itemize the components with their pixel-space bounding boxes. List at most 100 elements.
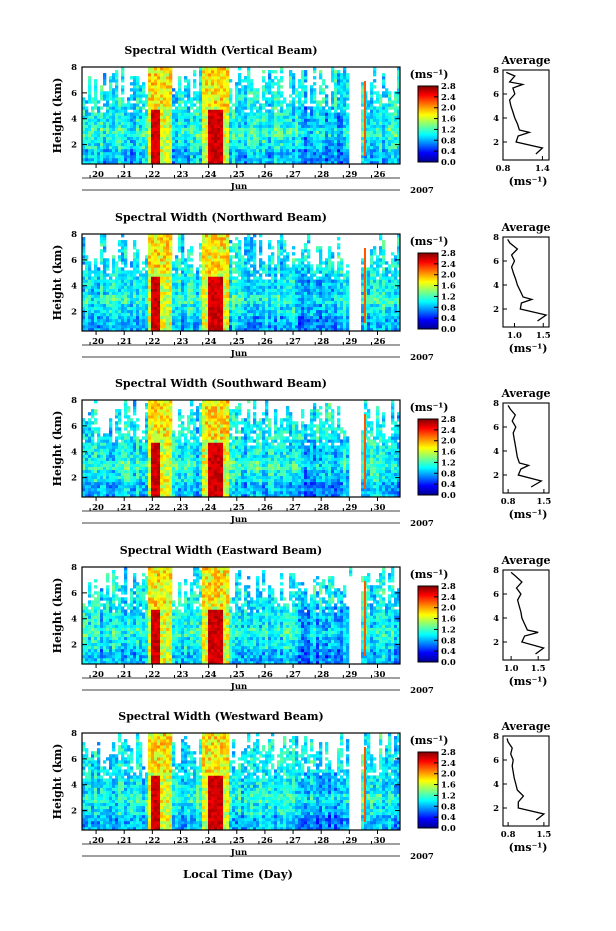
heatmap-cell [265, 109, 269, 113]
heatmap-cell [106, 315, 110, 320]
heatmap-cell [268, 103, 272, 107]
heatmap-cell [298, 106, 302, 110]
heatmap-cell [211, 160, 215, 165]
heatmap-cell [346, 91, 350, 95]
heatmap-cell [88, 315, 92, 320]
heatmap-cell [310, 321, 314, 326]
heatmap-cell [169, 270, 173, 274]
heatmap-cell [283, 246, 287, 250]
heatmap-cell [178, 112, 182, 116]
heatmap-cell [181, 112, 185, 116]
heatmap-cell [142, 294, 146, 298]
heatmap-cell [202, 240, 206, 244]
heatmap-cell [223, 324, 227, 329]
heatmap-cell [268, 112, 272, 116]
heatmap-cell [214, 145, 218, 150]
heatmap-cell [283, 321, 287, 326]
heatmap-cell [394, 151, 398, 156]
heatmap-cell [277, 285, 281, 289]
heatmap-cell [211, 112, 215, 116]
heatmap-cell [94, 157, 98, 162]
heatmap-cell [265, 270, 269, 274]
heatmap-cell [184, 76, 188, 80]
heatmap-cell [277, 294, 281, 298]
heatmap-cell [334, 73, 338, 77]
heatmap-cell [292, 145, 296, 150]
heatmap-cell [82, 139, 86, 144]
heatmap-cell [229, 246, 233, 250]
heatmap-cell [319, 112, 323, 116]
heatmap-cell [226, 237, 230, 241]
heatmap-cell [289, 148, 293, 153]
heatmap-cell [304, 70, 308, 74]
heatmap-cell [304, 288, 308, 292]
heatmap-cell [199, 315, 203, 320]
heatmap-cell [130, 279, 134, 283]
heatmap-cell [97, 282, 101, 286]
heatmap-cell [121, 318, 125, 323]
heatmap-cell [286, 160, 290, 165]
heatmap-cell [145, 306, 149, 311]
heatmap-cell [331, 145, 335, 150]
heatmap-cell [304, 85, 308, 89]
heatmap-cell [139, 145, 143, 150]
heatmap-cell [232, 249, 236, 253]
heatmap-cell [247, 103, 251, 107]
heatmap-cell [220, 127, 224, 131]
heatmap-cell [328, 121, 332, 125]
heatmap-cell [106, 267, 110, 271]
heatmap-cell [304, 282, 308, 286]
heatmap-cell [250, 273, 254, 277]
heatmap-cell [283, 243, 287, 247]
heatmap-cell [148, 309, 152, 314]
heatmap-cell [235, 297, 239, 301]
heatmap-cell [262, 76, 266, 80]
heatmap-cell [172, 148, 176, 153]
heatmap-cell [130, 112, 134, 116]
heatmap-cell [301, 70, 305, 74]
heatmap-cell [391, 139, 395, 144]
heatmap-cell [169, 234, 173, 238]
heatmap-cell [178, 285, 182, 289]
heatmap-cell [109, 148, 113, 153]
heatmap-cell [304, 249, 308, 253]
heatmap-cell [187, 139, 191, 144]
heatmap-cell [94, 115, 98, 119]
heatmap-cell [295, 94, 299, 98]
heatmap-cell [220, 279, 224, 283]
heatmap-cell [172, 160, 176, 165]
heatmap-cell [235, 121, 239, 125]
heatmap-cell [184, 133, 188, 138]
heatmap-cell [127, 145, 131, 150]
heatmap-cell [196, 139, 200, 144]
heatmap-cell [226, 273, 230, 277]
heatmap-cell [304, 279, 308, 283]
heatmap-cell [115, 264, 119, 268]
heatmap-cell [175, 148, 179, 153]
heatmap-cell [229, 94, 233, 98]
heatmap-cell [100, 94, 104, 98]
heatmap-cell [382, 151, 386, 156]
panel-title: Spectral Width (Vertical Beam) [124, 44, 317, 57]
heatmap-cell [241, 142, 245, 147]
heatmap-cell [214, 91, 218, 95]
heatmap-cell [256, 157, 260, 162]
heatmap-cell [370, 82, 374, 86]
heatmap-cell [163, 270, 167, 274]
heatmap-cell [250, 160, 254, 165]
heatmap-cell [223, 130, 227, 134]
heatmap-cell [223, 294, 227, 298]
heatmap-cell [136, 133, 140, 138]
heatmap-cell [151, 106, 155, 110]
heatmap-cell [331, 67, 335, 71]
heatmap-cell [118, 279, 122, 283]
heatmap-cell [160, 246, 164, 250]
heatmap-cell [277, 121, 281, 125]
heatmap-cell [178, 79, 182, 83]
heatmap-cell [217, 142, 221, 147]
heatmap-cell [346, 160, 350, 165]
heatmap-cell [223, 112, 227, 116]
heatmap-cell [325, 270, 329, 274]
heatmap-cell [202, 94, 206, 98]
heatmap-cell [265, 264, 269, 268]
